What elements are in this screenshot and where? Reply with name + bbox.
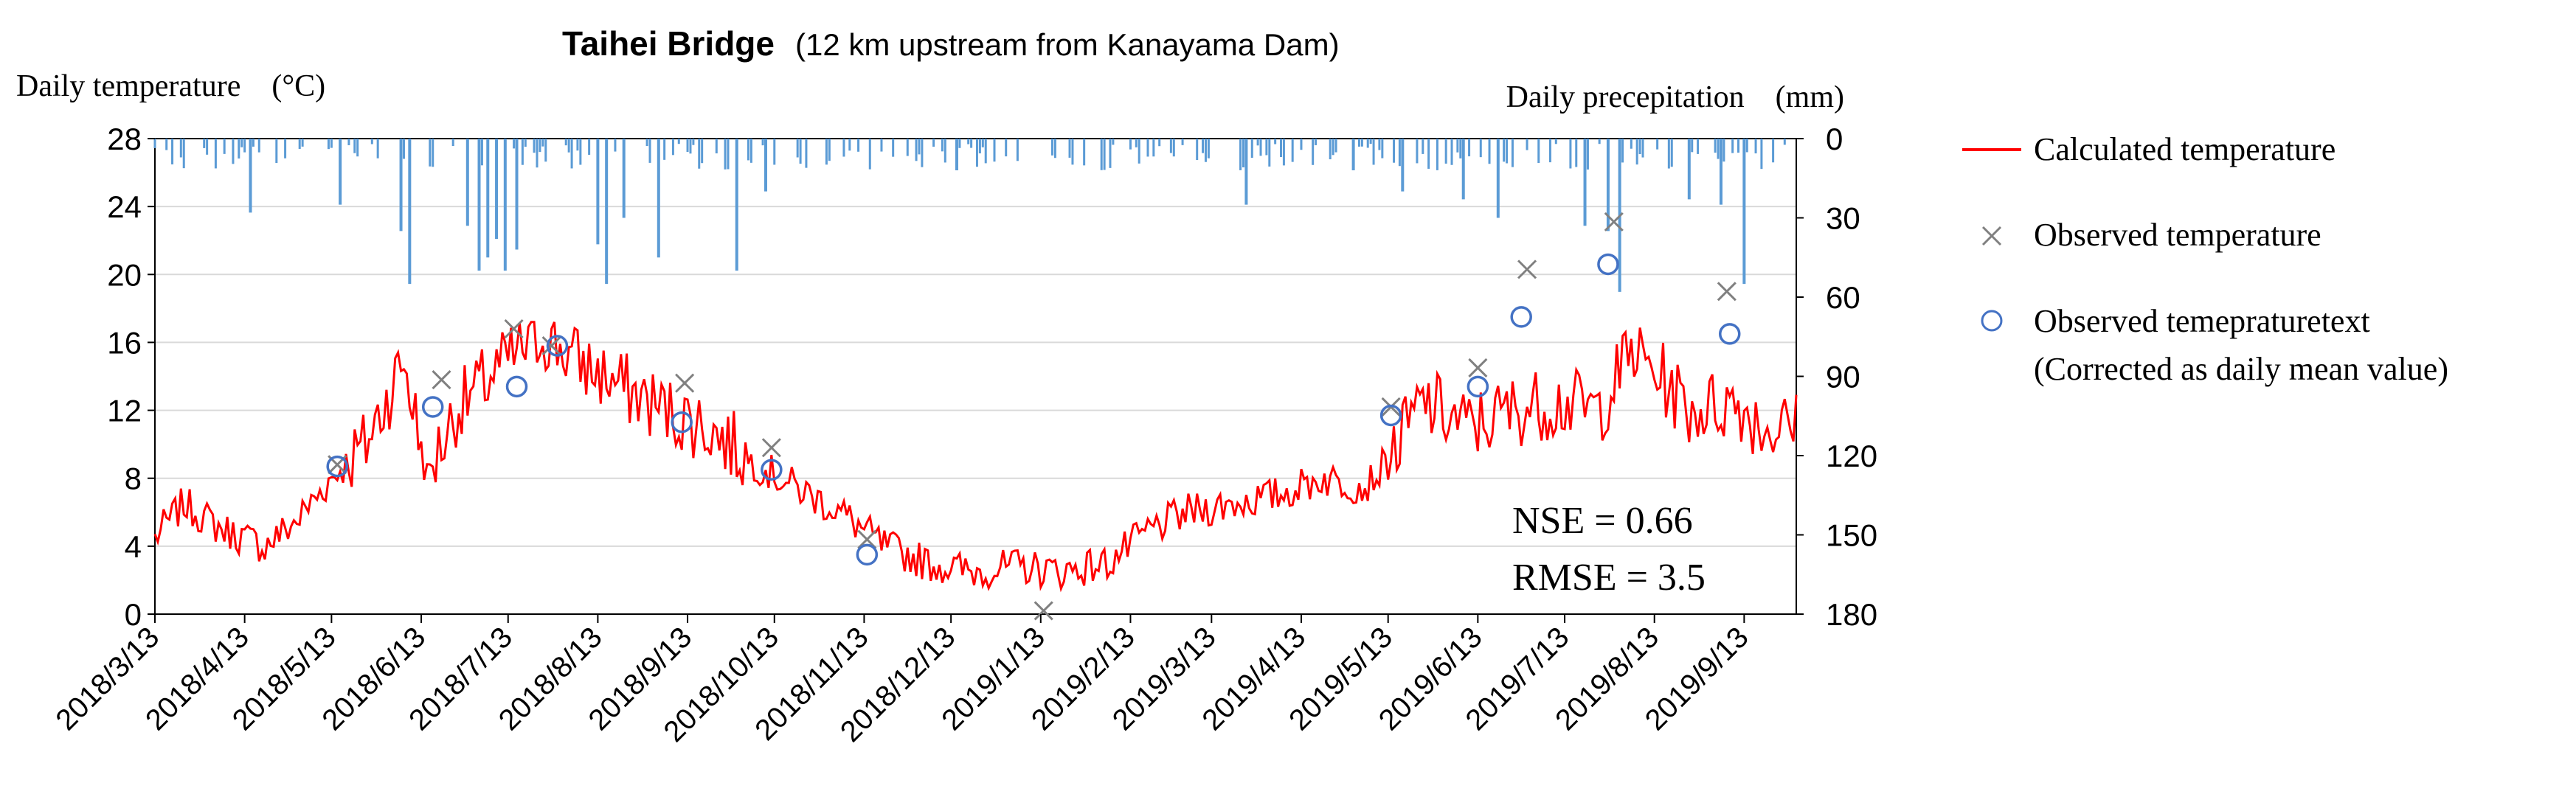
- observed-point: [1604, 212, 1624, 231]
- chart-subtitle: (12 km upstream from Kanayama Dam): [795, 27, 1340, 62]
- y-tick-label: 4: [125, 529, 142, 564]
- y-axis-ticks: 0 4 8 12 16 20 24 28: [107, 122, 155, 632]
- legend-x-marker: [1981, 226, 2002, 246]
- y-axis-label: Daily temperature (°C): [16, 69, 325, 103]
- corrected-point: [326, 455, 348, 478]
- y-tick-label: 16: [107, 325, 142, 360]
- observed-temperature-markers: [328, 212, 1737, 621]
- y-tick-label: 24: [107, 189, 142, 224]
- legend-label-observed: Observed temperature: [2034, 217, 2321, 253]
- observed-point: [541, 335, 561, 356]
- corrected-point: [1597, 253, 1619, 276]
- nse-annotation: NSE = 0.66: [1512, 500, 1693, 542]
- y2-tick-label: 90: [1826, 360, 1860, 394]
- observed-point: [1468, 358, 1488, 378]
- observed-point: [857, 529, 877, 549]
- legend-label-corrected: Observed temepraturetext: [2034, 303, 2370, 339]
- observed-point: [1033, 601, 1053, 621]
- precipitation-series: [153, 139, 1786, 292]
- x-axis-ticks: 2018/3/132018/4/132018/5/132018/6/132018…: [49, 614, 1755, 748]
- observed-point: [675, 373, 695, 393]
- corrected-point: [421, 396, 444, 418]
- observed-point: [1717, 282, 1737, 302]
- corrected-point: [546, 335, 569, 357]
- y-tick-label: 20: [107, 257, 142, 292]
- corrected-point: [761, 459, 783, 481]
- y2-axis-ticks: 0 30 60 90 120 150 180: [1796, 122, 1877, 632]
- y2-tick-label: 120: [1826, 439, 1877, 473]
- legend-circle-marker: [1981, 310, 2003, 332]
- chart-title: Taihei Bridge: [562, 24, 775, 63]
- corrected-point: [671, 411, 693, 433]
- corrected-point: [1510, 306, 1532, 328]
- y2-tick-label: 0: [1826, 122, 1843, 156]
- y2-axis-label: Daily precepitation (mm): [1506, 80, 1844, 114]
- observed-corrected-markers: [326, 253, 1741, 566]
- legend: Calculated temperature Observed temperat…: [1962, 131, 2448, 387]
- observed-point: [1517, 260, 1537, 279]
- observed-point: [432, 370, 451, 390]
- y-tick-label: 12: [107, 394, 142, 428]
- observed-point: [761, 438, 781, 458]
- legend-label-corrected-note: (Corrected as daily mean value): [2034, 351, 2448, 387]
- corrected-point: [1718, 323, 1741, 345]
- y2-tick-label: 60: [1826, 280, 1860, 315]
- y-tick-label: 28: [107, 122, 142, 156]
- gridlines: [155, 206, 1796, 547]
- corrected-point: [856, 543, 879, 566]
- y-tick-label: 8: [125, 462, 142, 496]
- y2-tick-label: 30: [1826, 201, 1860, 236]
- corrected-point: [505, 375, 528, 398]
- observed-point: [504, 318, 524, 339]
- y2-tick-label: 150: [1826, 518, 1877, 553]
- corrected-point: [1379, 404, 1402, 427]
- rmse-annotation: RMSE = 3.5: [1512, 557, 1706, 599]
- legend-label-calculated: Calculated temperature: [2034, 131, 2336, 167]
- calculated-temperature-line: [153, 321, 1798, 593]
- y2-tick-label: 180: [1826, 597, 1877, 632]
- corrected-point: [1467, 375, 1489, 398]
- y-tick-label: 0: [125, 597, 142, 632]
